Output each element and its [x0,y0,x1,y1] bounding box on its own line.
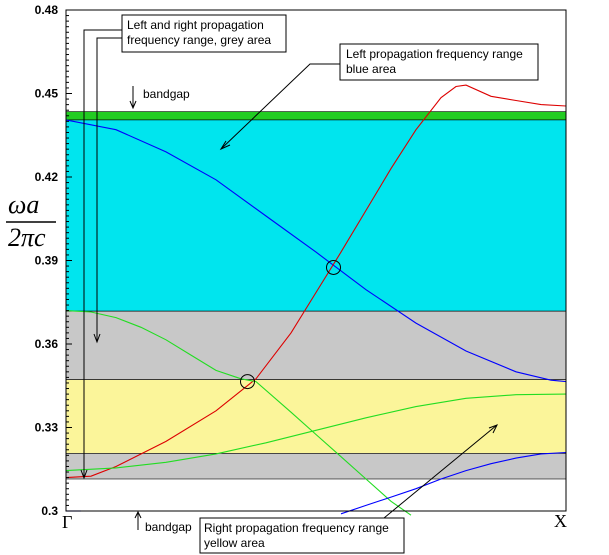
bandgap-bottom-label: bandgap [145,520,192,534]
y-axis-ticks: 0.3 0.33 0.36 0.39 0.42 0.45 0.48 [35,3,72,518]
annotation-yellow-box [199,517,405,554]
y-tick-label: 0.39 [35,254,59,268]
grey-arrow-2 [96,37,122,342]
annotation-line: blue area [346,62,396,76]
ylabel-denominator: 2πc [8,223,46,252]
bandgap-top-label: bandgap [143,87,190,101]
xlabel-x: X [554,511,567,531]
annotation-yellow-text: Right propagation frequency range yellow … [204,521,389,550]
crossing-marker-0 [326,259,341,275]
band-right-only-3 [65,379,567,454]
bandgap-top-arrow-head [129,100,137,110]
annotation-arrows [80,29,499,530]
annotation-blue-box [339,43,539,81]
series-line-3 [65,393,567,472]
annotation-blue-text: Left propagation frequency range blue are… [346,47,523,76]
grey-arrow-1-head [80,469,88,480]
bandgap-bottom-arrow-head [134,510,142,519]
annotation-line: Left and right propagation [127,18,264,32]
grey-arrow-2-head [93,333,101,344]
series-line-4 [340,451,567,515]
band-left-and-right-4 [65,453,567,480]
y-tick-label: 0.45 [35,87,59,101]
y-tick-label: 0.48 [35,3,59,17]
annotation-grey: Left and right propagation frequency rang… [121,14,287,53]
annotation-grey-text: Left and right propagation frequency rang… [127,18,271,47]
crossing-markers [240,259,341,390]
band-left-only-1 [65,119,567,312]
frequency-bands [65,111,567,480]
crossing-marker-1 [240,374,255,390]
xlabel-gamma: Γ [62,512,72,532]
series-line-1 [65,84,567,479]
y-tick-label: 0.42 [35,170,59,184]
series-line-0 [65,119,567,383]
annotation-blue: Left propagation frequency range blue are… [339,43,539,81]
grey-arrow-1 [83,29,122,478]
blue-arrow-head [219,140,231,151]
yellow-arrow [383,424,498,519]
annotation-line: Left propagation frequency range [346,47,523,61]
y-tick-label: 0.33 [35,421,59,435]
blue-arrow [220,63,340,150]
y-tick-label: 0.36 [35,337,59,351]
band-bandgap-0 [65,111,567,121]
annotation-yellow: Right propagation frequency range yellow … [199,517,405,554]
ylabel-numerator: ωa [8,190,39,219]
annotation-grey-box [121,14,287,53]
annotation-line: Right propagation frequency range [204,521,389,535]
y-tick-label: 0.3 [41,504,58,518]
yellow-arrow-head [488,424,499,434]
annotation-line: frequency range, grey area [127,33,271,47]
annotation-line: yellow area [204,536,265,550]
band-left-and-right-2 [65,310,567,380]
